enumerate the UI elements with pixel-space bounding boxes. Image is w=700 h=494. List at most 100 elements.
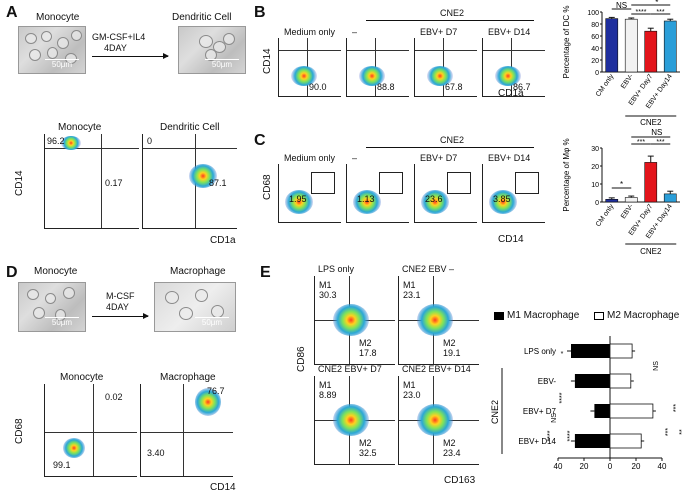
- flow-title: Monocyte: [60, 372, 104, 383]
- micro-title: Monocyte: [34, 266, 78, 277]
- flow-plot-dendritic: 0 87.1: [142, 134, 237, 229]
- flow-title: Macrophage: [160, 372, 216, 383]
- y-tick-label: 40: [591, 46, 599, 53]
- legend-m2-label: M2 Macrophage: [607, 310, 680, 321]
- x-axis-label: CD1a: [210, 235, 236, 246]
- panel-letter-e: E: [260, 264, 271, 281]
- bar: [644, 162, 658, 203]
- density-cloud: [333, 304, 369, 336]
- flow-plot-title: EBV+ D14: [488, 153, 531, 163]
- sig-label: ****: [636, 9, 647, 16]
- gate-value: 1.13: [357, 194, 375, 204]
- scale-bar: 50μm: [45, 317, 79, 327]
- flow-plot: 86.7: [482, 38, 545, 97]
- x-tick-label: 40: [554, 462, 563, 471]
- gate-value: 1.95: [289, 194, 307, 204]
- bar-m2: [609, 403, 654, 419]
- y-tick-label: 20: [591, 164, 599, 171]
- micro-title: Dendritic Cell: [172, 12, 232, 23]
- x-axis-label: CD1a: [498, 88, 524, 99]
- bar-m2: [609, 343, 633, 359]
- y-axis-label: CD68: [14, 418, 25, 444]
- flow-plot-title: CNE2 EBV –: [402, 264, 455, 274]
- sig-label: *: [655, 0, 658, 7]
- flow-plot-title: EBV+ D7: [420, 27, 458, 37]
- m1-label: M1: [403, 280, 416, 290]
- m1-label: M1: [319, 280, 332, 290]
- sig-label: NS: [653, 361, 660, 371]
- flow-plot-macrophage: 76.7 3.40: [140, 384, 233, 477]
- m2-value: 23.4: [443, 448, 461, 458]
- sig-label: *: [620, 180, 623, 189]
- x-axis-label: CD14: [498, 234, 524, 245]
- m1-value: 30.3: [319, 290, 337, 300]
- quadrant-line: [279, 50, 341, 51]
- bar: [644, 30, 658, 73]
- y-tick-label: 80: [591, 22, 599, 29]
- flow-plot: M1 30.3 M2 17.8: [314, 276, 395, 365]
- flow-plot-title: LPS only: [318, 264, 355, 274]
- quadrant-value: 99.1: [53, 460, 71, 470]
- y-tick-label: 60: [591, 34, 599, 41]
- sig-label: ***: [656, 9, 664, 16]
- quadrant-value: 76.7: [207, 386, 225, 396]
- sig-label: NS: [651, 128, 662, 137]
- arrow-label-2: 4DAY: [106, 302, 129, 312]
- bar-m2: [609, 433, 642, 449]
- density-cloud: [417, 404, 453, 436]
- quadrant-value: 87.1: [209, 178, 227, 188]
- quadrant-value: 67.8: [445, 82, 463, 92]
- sig-label: NS: [551, 413, 558, 423]
- category-label: EBV-: [620, 203, 635, 221]
- bar: [663, 20, 677, 73]
- m2-value: 17.8: [359, 348, 377, 358]
- sig-label: ****: [559, 392, 566, 403]
- flow-plot: M1 23.1 M2 19.1: [398, 276, 479, 365]
- flow-plot-monocyte-d: 0.02 99.1: [44, 384, 137, 477]
- quadrant-value: 0: [147, 136, 153, 146]
- gate-box: [311, 172, 335, 194]
- y-axis-label: CD14: [14, 170, 25, 196]
- x-tick-label: 20: [580, 462, 589, 471]
- micrograph-monocyte: 50μm: [18, 282, 86, 332]
- flow-plot: 88.8: [346, 38, 409, 97]
- arrow-label-2: 4DAY: [104, 43, 127, 53]
- m1-label: M1: [319, 380, 332, 390]
- gate-box: [447, 172, 471, 194]
- scale-bar: 50μm: [205, 59, 239, 69]
- bar: [605, 18, 619, 73]
- group-bracket: [366, 147, 534, 148]
- x-axis-label: CD14: [210, 482, 236, 493]
- arrow-icon: [92, 53, 169, 59]
- category-label: EBV+ D7: [523, 407, 557, 416]
- legend-m1-label: M1 Macrophage: [507, 310, 580, 321]
- m2-label: M2: [359, 438, 372, 448]
- panel-letter-a: A: [6, 4, 18, 21]
- flow-plot-title: EBV+ D14: [488, 27, 531, 37]
- group-label: CNE2: [640, 247, 662, 256]
- sig-label: ***: [637, 139, 645, 146]
- sig-label: NS: [616, 1, 627, 10]
- group-label: CNE2: [440, 135, 465, 145]
- y-tick-label: 30: [591, 146, 599, 153]
- gate-value: 3.85: [493, 194, 511, 204]
- gate-value: 23.6: [425, 194, 443, 204]
- quadrant-value: 0.02: [105, 392, 123, 402]
- m2-label: M2: [443, 338, 456, 348]
- m2-label: M2: [359, 338, 372, 348]
- micrograph-dendritic: 50μm: [178, 26, 246, 74]
- x-tick-label: 40: [658, 462, 667, 471]
- quadrant-value: 3.40: [147, 448, 165, 458]
- bar-m1: [571, 344, 610, 358]
- y-tick-label: 100: [587, 10, 599, 17]
- gate-box: [515, 172, 539, 194]
- flow-plot: 1.95: [278, 164, 341, 223]
- gate-box: [379, 172, 403, 194]
- scale-bar: 50μm: [45, 59, 79, 69]
- sig-label: ****: [567, 430, 574, 441]
- y-axis-label: CD86: [296, 346, 307, 372]
- bar: [624, 18, 638, 73]
- flow-title: Monocyte: [58, 122, 102, 133]
- flow-plot-title: CNE2 EBV+ D7: [318, 364, 382, 374]
